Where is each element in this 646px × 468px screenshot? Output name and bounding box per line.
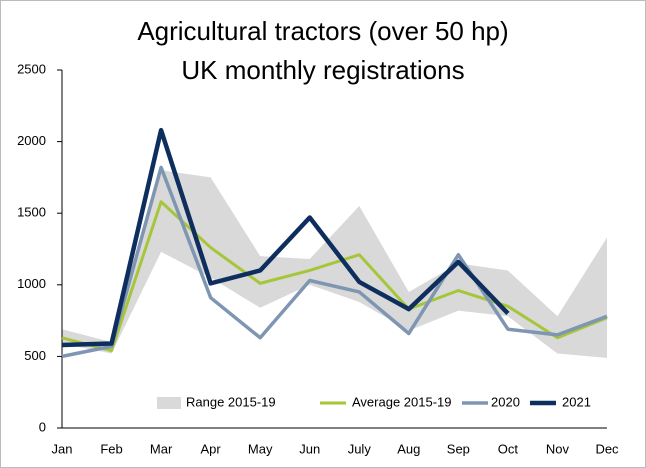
x-tick-label: Aug [397, 441, 420, 456]
x-tick-label: Feb [100, 441, 122, 456]
x-tick-label: Jan [52, 441, 73, 456]
x-tick-label: Sep [447, 441, 470, 456]
x-tick-label: May [248, 441, 273, 456]
x-tick-label: Jun [299, 441, 320, 456]
legend-swatch [157, 397, 181, 409]
series-line [61, 127, 510, 348]
series-line [61, 200, 608, 353]
legend-label: 2021 [562, 394, 591, 409]
series-line [61, 165, 608, 359]
y-tick-label: 1500 [17, 205, 46, 220]
chart-title: Agricultural tractors (over 50 hp) [137, 16, 508, 46]
x-tick-label: July [348, 441, 372, 456]
y-tick-label: 0 [39, 419, 46, 434]
y-tick-label: 1000 [17, 276, 46, 291]
x-tick-label: Apr [201, 441, 222, 456]
x-tick-label: Nov [546, 441, 570, 456]
legend-label: Range 2015-19 [186, 394, 276, 409]
x-tick-label: Mar [150, 441, 173, 456]
y-tick-label: 500 [24, 348, 46, 363]
x-tick-label: Dec [595, 441, 619, 456]
x-tick-label: Oct [498, 441, 519, 456]
y-tick-label: 2000 [17, 133, 46, 148]
legend-label: 2020 [491, 394, 520, 409]
y-tick-label: 2500 [17, 61, 46, 76]
chart-subtitle: UK monthly registrations [181, 55, 464, 85]
legend-label: Average 2015-19 [352, 394, 452, 409]
